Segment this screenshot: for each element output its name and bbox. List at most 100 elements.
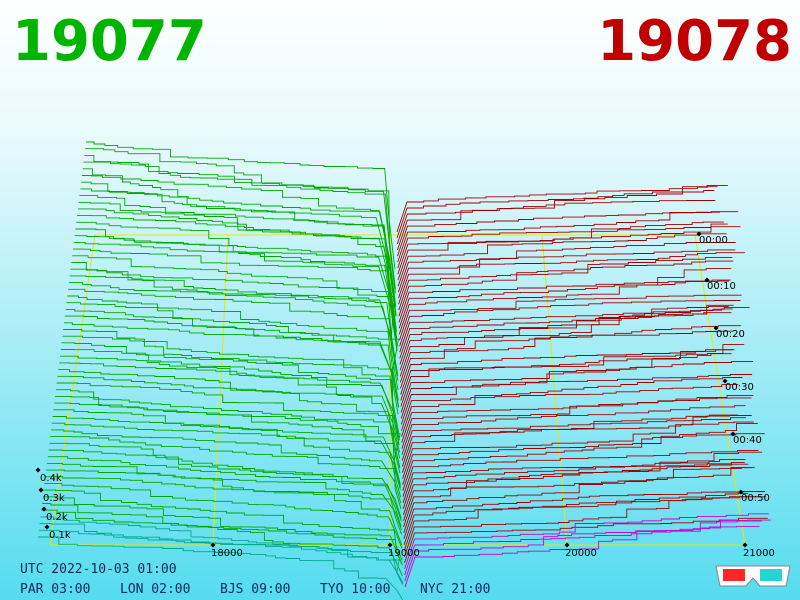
bid-curve [38, 529, 404, 584]
tick-marker [738, 489, 744, 495]
bid-curve [60, 355, 400, 440]
bid-curve [83, 161, 396, 289]
bid-curve [62, 335, 400, 439]
bid-curve [54, 402, 401, 485]
depth-tick-label: 0.4k [40, 473, 62, 484]
bid-curve [68, 288, 399, 391]
ask-curve [396, 186, 718, 233]
bid-curve [42, 503, 403, 576]
time-tick-label: 00:30 [725, 382, 754, 393]
tick-marker [713, 325, 719, 331]
ask-curve [398, 252, 745, 305]
bid-curve [75, 228, 398, 350]
axis-labels: 18000 19000 20000 21000 00:00 00:10 00:20 00:30… [35, 231, 775, 559]
ask-curve [397, 242, 736, 293]
ask-curve [401, 384, 739, 431]
ask-curve [396, 184, 728, 251]
time-tick-label: 00:20 [716, 329, 745, 340]
tick-marker [44, 524, 50, 530]
ask-curve [403, 496, 757, 558]
bid-curve [66, 302, 399, 401]
zone-time: BJS 09:00 [220, 582, 290, 597]
tick-marker [722, 378, 728, 384]
ask-curve [400, 325, 741, 389]
ask-curve [403, 492, 749, 546]
bid-curve [44, 482, 403, 549]
ask-curve [396, 190, 715, 239]
ask-curve [398, 249, 736, 299]
ask-curve [398, 257, 733, 311]
ask-curve [403, 467, 753, 533]
tick-marker [210, 542, 216, 548]
bid-curve [56, 382, 401, 469]
tick-marker [387, 542, 393, 548]
bid-curve [38, 536, 404, 600]
ask-curve [401, 414, 738, 467]
ask-curve [400, 360, 754, 425]
ask-curve [398, 260, 734, 317]
time-tick-label: 00:50 [741, 493, 770, 504]
ask-curve [402, 461, 745, 509]
bid-curve [73, 248, 398, 351]
bid-curve [81, 181, 397, 317]
bid-curve [45, 476, 403, 546]
ask-curve [400, 349, 733, 395]
bid-curve [80, 188, 397, 317]
price-tick-label: 18000 [211, 548, 243, 559]
tick-marker [730, 431, 736, 437]
bid-curve [82, 168, 396, 308]
ask-curve [402, 422, 758, 485]
bid-curve [76, 221, 398, 343]
ask-curve [399, 308, 733, 353]
time-tick-label: 00:00 [699, 235, 728, 246]
bid-curve [63, 329, 400, 433]
utc-time: UTC 2022-10-03 01:00 [20, 562, 177, 577]
ask-curve [403, 451, 763, 527]
bid-curve [65, 308, 399, 407]
ask-price: 19078 [597, 9, 792, 74]
tick-marker [564, 542, 570, 548]
tick-marker [696, 231, 702, 237]
bid-curve [59, 362, 400, 453]
bid-curve [51, 422, 402, 498]
ask-curve [401, 397, 752, 449]
bid-price: 19077 [12, 9, 207, 74]
zone-time: LON 02:00 [120, 582, 190, 597]
ask-curve [398, 268, 732, 329]
bid-curve [46, 469, 403, 535]
zone-time: PAR 03:00 [20, 582, 90, 597]
bid-curve [52, 416, 402, 488]
depth-tick-label: 0.1k [49, 530, 71, 541]
ask-curve [399, 300, 741, 347]
bid-curve [46, 462, 402, 531]
bid-curve [61, 342, 400, 440]
ask-curve [402, 463, 749, 515]
bid-curve [55, 389, 401, 474]
zone-time: TYO 10:00 [320, 582, 390, 597]
ask-curve [402, 433, 765, 491]
bid-curve [68, 282, 399, 381]
bid-curve [73, 241, 398, 347]
ask-curve [402, 458, 746, 503]
ask-curve [397, 223, 728, 275]
ask-curve [404, 513, 769, 570]
depth-tick-label: 0.3k [43, 493, 65, 504]
ask-curve [404, 525, 760, 588]
bid-curve [57, 375, 401, 459]
bid-curve [79, 195, 397, 329]
stereo-glasses [715, 565, 791, 587]
ask-curve [401, 417, 746, 461]
bid-curve [86, 141, 396, 270]
depth-tick-label: 0.2k [46, 512, 68, 523]
ask-curve [401, 395, 754, 443]
ask-curve [398, 280, 730, 323]
price-tick-label: 19000 [388, 548, 420, 559]
bid-curve [50, 436, 402, 510]
ask-curve [403, 496, 766, 552]
tick-marker [704, 277, 710, 283]
bid-curve [39, 523, 404, 585]
bid-curve [40, 516, 404, 585]
bid-curve [74, 235, 398, 340]
